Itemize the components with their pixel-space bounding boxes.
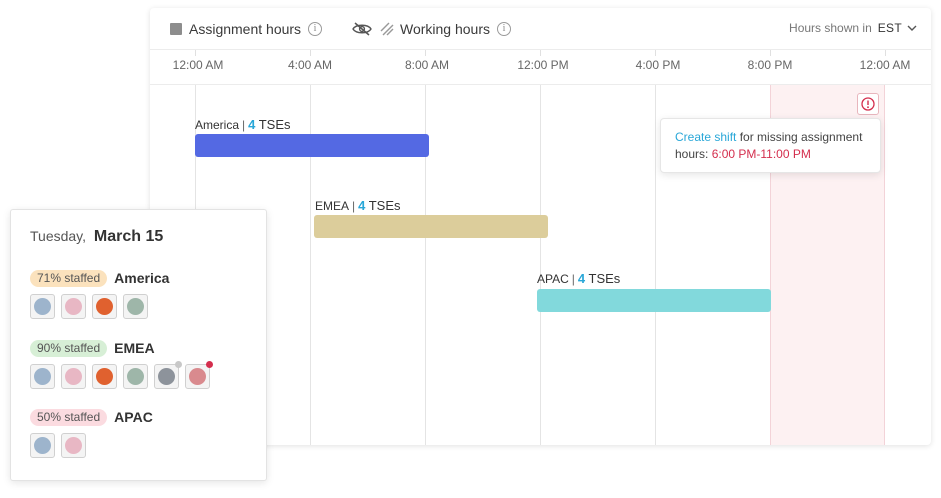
staffed-badge: 71% staffed: [30, 269, 108, 287]
tse-unit: TSEs: [368, 198, 401, 213]
missing-hours-tooltip: Create shift for missing assignment hour…: [660, 118, 881, 173]
separator: |: [352, 199, 356, 213]
axis-tick: [885, 50, 886, 56]
status-dot: [175, 361, 182, 368]
time-label: 8:00 AM: [404, 58, 450, 72]
assignment-hours-legend[interactable]: Assignment hours i: [170, 20, 323, 38]
timezone-prefix: Hours shown in: [789, 21, 872, 35]
avatar[interactable]: [154, 361, 182, 389]
axis-tick: [310, 50, 311, 56]
axis-tick: [770, 50, 771, 56]
axis-tick: [540, 50, 541, 56]
time-label: 12:00 PM: [517, 58, 569, 72]
hatch-pattern-icon: [380, 22, 394, 36]
chevron-down-icon: [907, 21, 917, 35]
avatar[interactable]: [123, 364, 148, 389]
region-america: 71% staffed America: [30, 269, 169, 319]
avatar[interactable]: [92, 364, 117, 389]
region-name: America: [195, 118, 240, 132]
staffed-badge: 50% staffed: [30, 408, 108, 426]
assignment-hours-label: Assignment hours: [189, 21, 302, 37]
eye-off-icon[interactable]: [352, 22, 372, 36]
info-icon[interactable]: i: [308, 22, 323, 36]
tse-count: 4: [358, 198, 366, 213]
tooltip-text: for missing assignment hours:: [675, 130, 863, 161]
grid-line: [425, 85, 426, 445]
axis-tick: [425, 50, 426, 56]
region-name: APAC: [537, 272, 569, 286]
avatar[interactable]: [30, 364, 55, 389]
time-label: 4:00 AM: [287, 58, 333, 72]
region-name: EMEA: [315, 199, 350, 213]
axis-tick: [195, 50, 196, 56]
avatar[interactable]: [61, 433, 86, 458]
working-hours-label: Working hours: [400, 21, 491, 37]
grid-line: [310, 85, 311, 445]
axis-tick: [655, 50, 656, 56]
day-title: Tuesday, March 15: [30, 228, 163, 246]
shift-bar-apac[interactable]: [537, 289, 771, 312]
day-summary-card: Tuesday, March 15 71% staffed America 90…: [10, 209, 267, 481]
tse-unit: TSEs: [588, 271, 621, 286]
tse-unit: TSEs: [258, 117, 291, 132]
separator: |: [571, 272, 575, 286]
alert-circle-icon[interactable]: [857, 93, 879, 115]
time-axis: 12:00 AM 4:00 AM 8:00 AM 12:00 PM 4:00 P…: [150, 50, 931, 85]
time-label: 8:00 PM: [747, 58, 793, 72]
missing-hours-range: 6:00 PM-11:00 PM: [711, 147, 811, 161]
time-label: 12:00 AM: [859, 58, 911, 72]
schedule-timeline: Assignment hours i Working hours i: [150, 8, 931, 445]
row-label-america: America | 4 TSEs: [195, 117, 291, 132]
toolbar: Assignment hours i Working hours i: [150, 8, 931, 50]
assignment-swatch-icon: [170, 23, 182, 35]
row-label-emea: EMEA | 4 TSEs: [315, 198, 401, 213]
avatar[interactable]: [92, 294, 117, 319]
avatar[interactable]: [123, 294, 148, 319]
time-label: 4:00 PM: [635, 58, 681, 72]
avatar[interactable]: [30, 433, 55, 458]
tse-count: 4: [248, 117, 256, 132]
shift-bar-america[interactable]: [195, 134, 429, 157]
tse-count: 4: [577, 271, 586, 286]
grid-line: [655, 85, 656, 445]
separator: |: [242, 118, 246, 132]
avatar[interactable]: [185, 361, 213, 389]
region-name: APAC: [114, 409, 153, 425]
region-emea: 90% staffed EMEA: [30, 339, 216, 389]
time-label: 12:00 AM: [172, 58, 224, 72]
staffed-badge: 90% staffed: [30, 339, 108, 357]
shift-bar-emea[interactable]: [314, 215, 548, 238]
grid-line: [540, 85, 541, 445]
working-hours-legend[interactable]: Working hours i: [352, 20, 512, 38]
region-name: EMEA: [114, 340, 155, 356]
avatar[interactable]: [30, 294, 55, 319]
region-name: America: [114, 270, 170, 286]
row-label-apac: APAC | 4 TSEs: [537, 271, 620, 286]
timezone-selector[interactable]: Hours shown in EST: [789, 21, 917, 35]
avatar[interactable]: [61, 364, 86, 389]
status-dot: [206, 361, 213, 368]
weekday: Tuesday,: [30, 228, 87, 244]
create-shift-link[interactable]: Create shift: [675, 130, 737, 144]
date: March 15: [93, 228, 164, 245]
info-icon[interactable]: i: [497, 22, 512, 36]
region-apac: 50% staffed APAC: [30, 408, 153, 458]
timezone-value: EST: [877, 21, 902, 35]
avatar[interactable]: [61, 294, 86, 319]
